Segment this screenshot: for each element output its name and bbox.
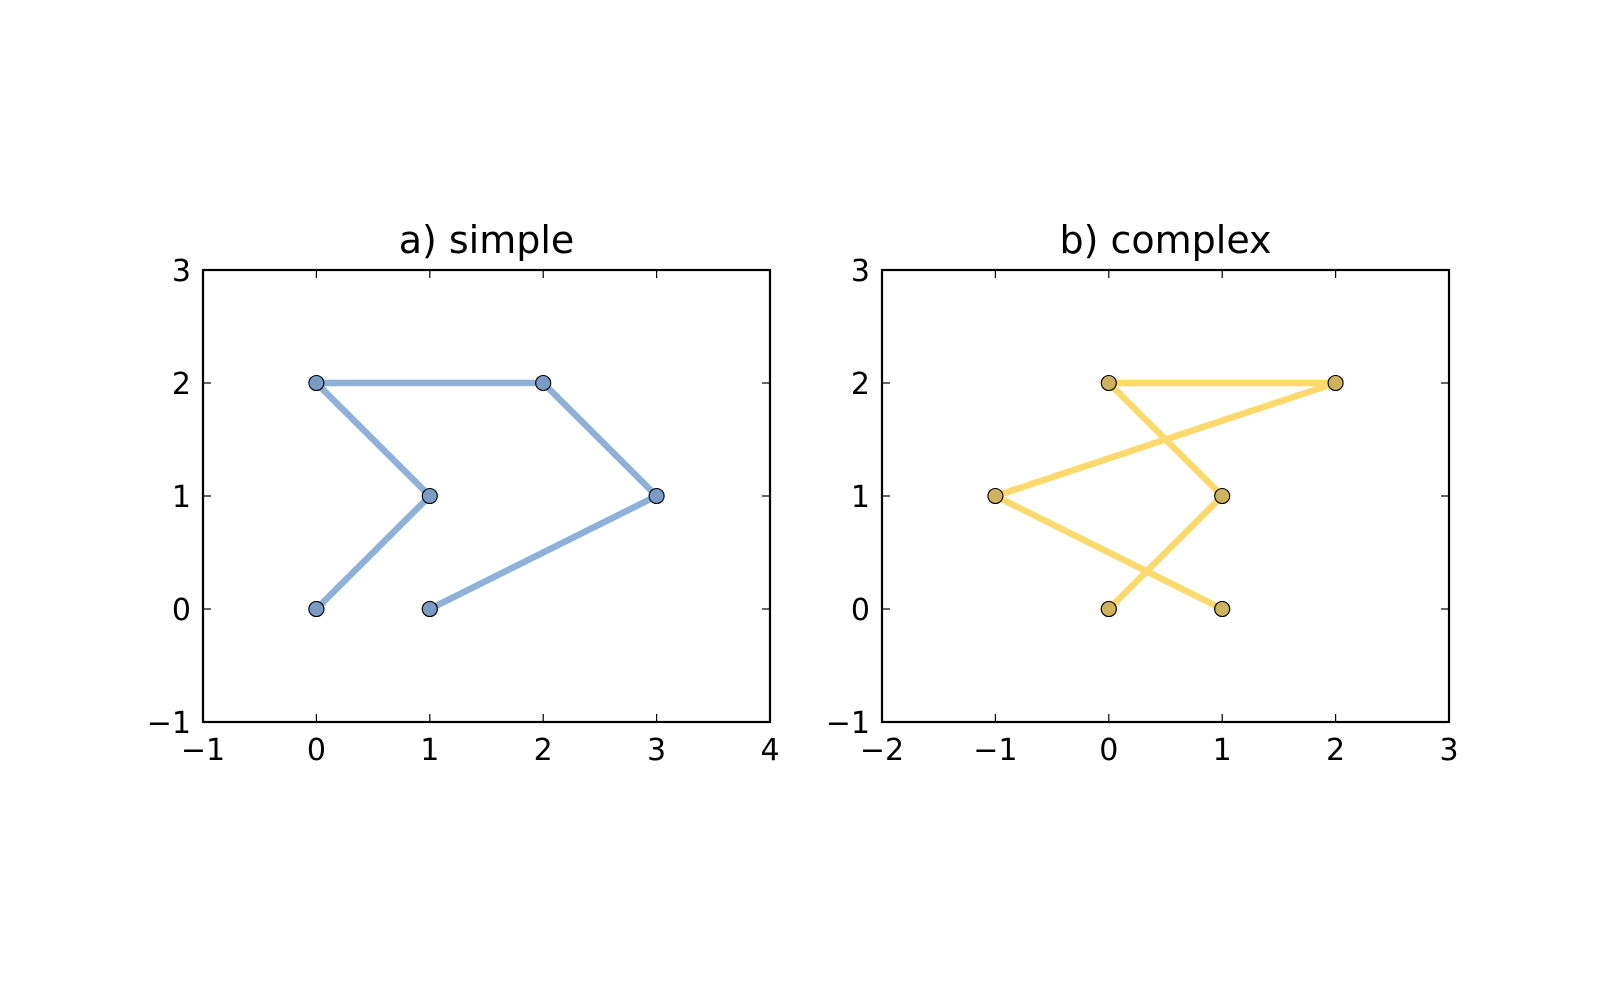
data-point-marker [535,374,552,392]
x-tick-label: −1 [181,733,225,768]
subplot-simple: a) simple −1 0 1 2 3 4 −1 0 1 2 3 [147,218,780,768]
x-tick-label: −1 [973,733,1017,768]
data-point-marker [1214,600,1231,618]
y-tick-label: 1 [172,480,191,515]
y-tick-label: −1 [826,706,870,741]
data-point-marker [1100,374,1117,392]
y-tick-label: 1 [851,480,870,515]
x-tick-label: 3 [1439,733,1458,768]
data-point-marker [648,487,665,505]
x-tick-label: 2 [534,733,553,768]
data-point-marker [421,487,438,505]
axes-frame-complex [880,268,1451,724]
data-point-marker [308,374,325,392]
data-point-marker [1327,374,1344,392]
x-tick-label: 3 [647,733,666,768]
data-point-marker [1100,600,1117,618]
data-point-marker [421,600,438,618]
x-tick-label: 2 [1326,733,1345,768]
x-tick-label: 0 [307,733,326,768]
axes-frame-simple [201,268,772,724]
y-tick-label: 0 [172,593,191,628]
y-tick-label: −1 [147,706,191,741]
series-line-complex [992,379,1339,613]
x-tick-label: 1 [1213,733,1232,768]
data-point-marker [308,600,325,618]
x-tick-label: 4 [760,733,779,768]
subplot-title-complex: b) complex [1059,218,1271,262]
y-tick-label: 3 [851,254,870,289]
subplot-title-simple: a) simple [399,218,575,262]
y-tick-label: 3 [172,254,191,289]
data-point-marker [1214,487,1231,505]
y-tick-label: 2 [851,367,870,402]
x-tick-label: 0 [1099,733,1118,768]
x-tick-label: 1 [420,733,439,768]
x-tick-label: −2 [860,733,904,768]
data-point-marker [987,487,1004,505]
y-tick-label: 2 [172,367,191,402]
y-tick-label: 0 [851,593,870,628]
series-line-simple [313,379,660,613]
